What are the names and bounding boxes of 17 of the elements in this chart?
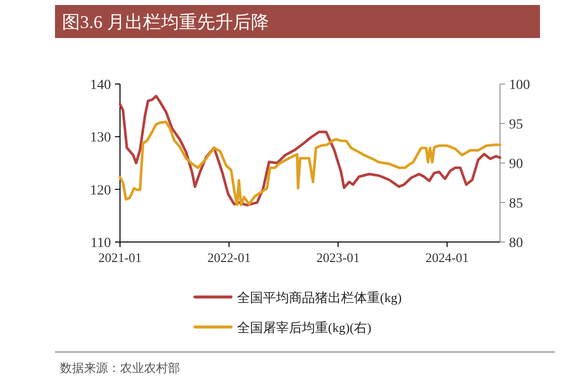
y2-tick-label: 95 — [509, 118, 523, 132]
y-tick-label: 140 — [90, 78, 111, 93]
x-tick-label: 2021-01 — [98, 250, 142, 265]
y-tick-label: 130 — [90, 130, 111, 146]
legend-label: 全国屠宰后均重(kg)(右) — [237, 320, 372, 335]
y-tick-label: 110 — [90, 236, 111, 251]
chart-title: 图3.6 月出栏均重先升后降 — [62, 12, 269, 32]
y2-tick-label: 85 — [509, 196, 523, 212]
x-tick-label: 2023-01 — [316, 250, 360, 265]
x-tick-label: 2022-01 — [207, 250, 251, 265]
source-note: 数据来源：农业农村部 — [60, 361, 180, 375]
y2-tick-label: 90 — [509, 157, 523, 172]
legend-label: 全国平均商品猪出栏体重(kg) — [237, 290, 402, 305]
y2-tick-label: 100 — [509, 78, 530, 93]
y-tick-label: 120 — [90, 183, 111, 198]
x-tick-label: 2024-01 — [425, 250, 469, 265]
y2-tick-label: 80 — [509, 236, 523, 251]
